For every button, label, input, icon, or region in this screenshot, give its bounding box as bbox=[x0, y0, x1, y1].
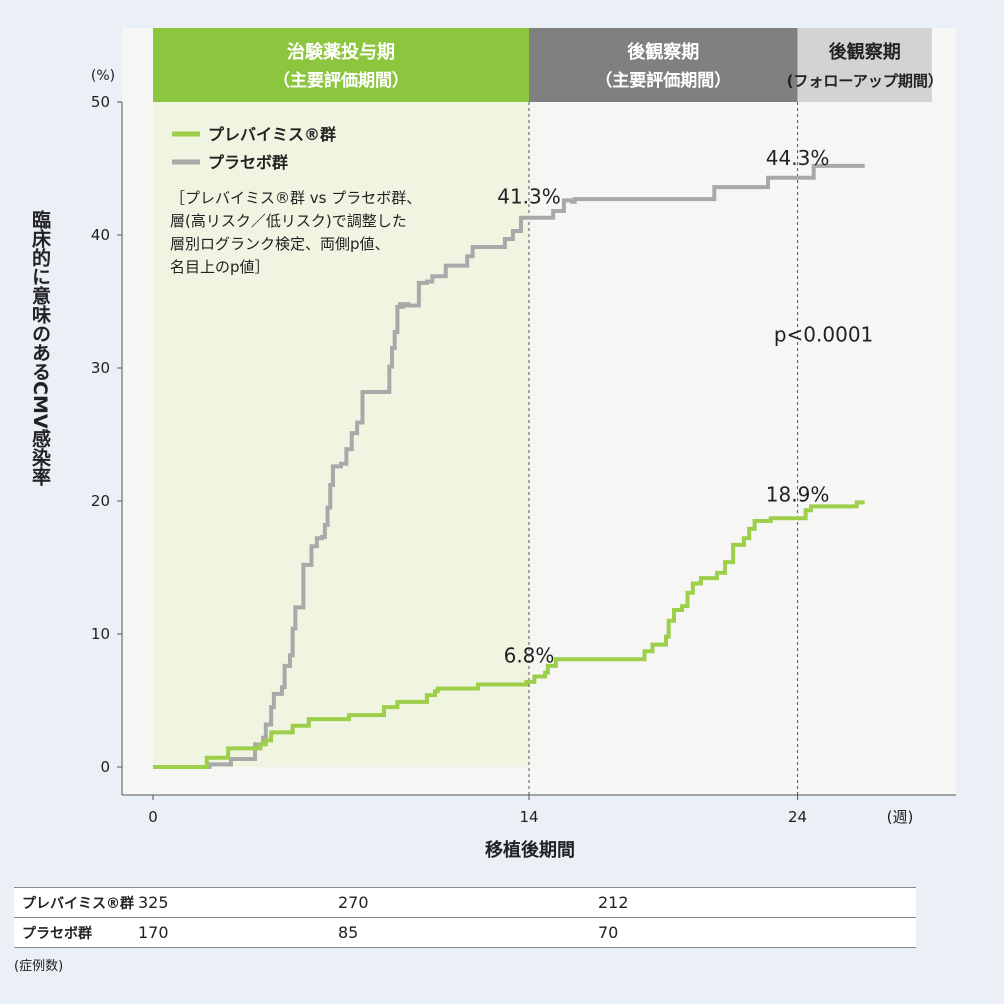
row-label: プレバイミス®群 bbox=[14, 887, 138, 918]
table-cell: 325 bbox=[138, 887, 338, 918]
note-line: ［プレバイミス®群 vs プラセボ群、 bbox=[170, 189, 421, 207]
series-line bbox=[153, 500, 865, 769]
cmv-incidence-chart: 治験薬投与期 （主要評価期間） 後観察期 （主要評価期間） 後観察期 (フォローアップ期間… bbox=[91, 28, 956, 861]
period-header bbox=[529, 28, 798, 102]
period-title: 後観察期 bbox=[627, 41, 699, 63]
y-tick-label: 40 bbox=[91, 226, 110, 244]
number-at-risk-table: プレバイミス®群 325 270 212 プラセボ群 170 85 70 bbox=[14, 887, 916, 948]
y-axis-title: 臨床的に意味のあるCMV感染率 bbox=[29, 209, 51, 487]
value-annotation: 18.9% bbox=[766, 483, 830, 507]
x-tick-label: 24 bbox=[788, 808, 807, 826]
annotations: 41.3% 44.3% 6.8% 18.9% p<0.0001 bbox=[497, 146, 873, 668]
legend-label: プラセボ群 bbox=[208, 153, 288, 172]
period-backgrounds bbox=[153, 28, 932, 767]
period-header bbox=[797, 28, 932, 102]
value-annotation: 44.3% bbox=[766, 146, 830, 170]
table-row: プラセボ群 170 85 70 bbox=[14, 917, 916, 948]
y-tick-label: 0 bbox=[100, 758, 110, 776]
table-cell: 270 bbox=[338, 887, 598, 918]
value-annotation: p<0.0001 bbox=[774, 322, 873, 346]
x-tick-label: 14 bbox=[519, 808, 538, 826]
period-header bbox=[153, 28, 529, 102]
table-cell: 212 bbox=[598, 887, 916, 918]
y-tick-label: 50 bbox=[91, 93, 110, 111]
period-headers: 治験薬投与期 （主要評価期間） 後観察期 （主要評価期間） 後観察期 (フォローアップ期間… bbox=[153, 28, 943, 102]
table-footnote: (症例数) bbox=[14, 959, 64, 974]
period-background bbox=[797, 28, 932, 767]
value-annotation: 41.3% bbox=[497, 185, 561, 209]
y-tick-label: 10 bbox=[91, 625, 110, 643]
legend-label: プレバイミス®群 bbox=[208, 125, 336, 144]
period-background bbox=[153, 28, 529, 767]
x-axis-title: 移植後期間 bbox=[485, 839, 575, 861]
note-line: 層(高リスク／低リスク)で調整した bbox=[170, 212, 407, 230]
series-line bbox=[153, 163, 865, 769]
x-axis-ticks: 0 14 24 bbox=[148, 795, 807, 826]
table-cell: 170 bbox=[138, 917, 338, 948]
series-lines bbox=[153, 163, 865, 769]
period-subtitle: （主要評価期間） bbox=[595, 70, 731, 91]
x-unit-label: (週) bbox=[887, 808, 914, 826]
row-label: プラセボ群 bbox=[14, 917, 138, 948]
period-title: 後観察期 bbox=[829, 41, 901, 63]
period-subtitle: (フォローアップ期間） bbox=[787, 72, 943, 90]
table-cell: 70 bbox=[598, 917, 916, 948]
y-tick-label: 30 bbox=[91, 359, 110, 377]
x-tick-label: 0 bbox=[148, 808, 158, 826]
period-background bbox=[529, 28, 798, 767]
statistical-note: ［プレバイミス®群 vs プラセボ群、層(高リスク／低リスク)で調整した層別ログ… bbox=[170, 189, 421, 276]
y-axis-title-wrap: 臨床的に意味のあるCMV感染率 bbox=[22, 209, 58, 670]
period-title: 治験薬投与期 bbox=[287, 41, 395, 63]
note-line: 層別ログランク検定、両側p値、 bbox=[170, 235, 390, 253]
y-axis-ticks: 0 10 20 30 40 50 bbox=[91, 93, 122, 776]
axes bbox=[121, 102, 956, 796]
table-row: プレバイミス®群 325 270 212 bbox=[14, 887, 916, 918]
note-line: 名目上のp値］ bbox=[170, 258, 270, 276]
value-annotation: 6.8% bbox=[504, 644, 555, 668]
y-unit-label: (%) bbox=[91, 68, 115, 84]
period-subtitle: （主要評価期間） bbox=[273, 70, 409, 91]
y-tick-label: 20 bbox=[91, 492, 110, 510]
table-cell: 85 bbox=[338, 917, 598, 948]
